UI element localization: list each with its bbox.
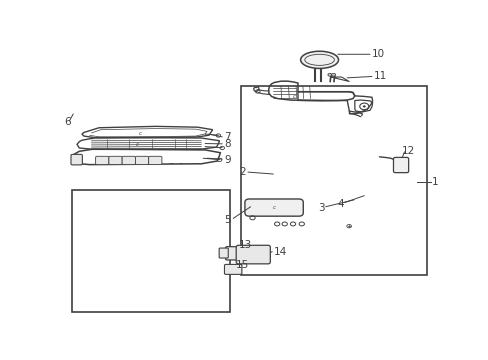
Text: c: c [272,205,275,210]
Text: 9: 9 [224,155,230,165]
Text: 15: 15 [236,260,249,270]
Circle shape [331,73,335,76]
FancyBboxPatch shape [225,247,248,260]
Text: 5: 5 [224,215,230,225]
FancyBboxPatch shape [122,156,135,165]
Text: 4: 4 [337,199,344,209]
FancyBboxPatch shape [219,248,228,258]
Text: 14: 14 [274,247,287,257]
FancyBboxPatch shape [224,264,242,274]
FancyBboxPatch shape [393,157,408,173]
Text: 13: 13 [238,240,251,250]
FancyBboxPatch shape [244,199,303,216]
Text: c: c [139,131,142,136]
Text: 12: 12 [401,146,415,156]
FancyBboxPatch shape [236,245,270,264]
Circle shape [362,105,365,108]
Text: c: c [135,141,138,147]
FancyBboxPatch shape [96,156,109,165]
FancyBboxPatch shape [135,156,148,165]
Text: c: c [142,155,146,160]
FancyBboxPatch shape [109,156,122,165]
Text: 3: 3 [317,203,324,213]
Text: 1: 1 [431,177,437,187]
Text: 7: 7 [224,132,230,143]
FancyBboxPatch shape [148,156,162,165]
Text: 11: 11 [373,72,386,81]
Text: 8: 8 [224,139,230,149]
Text: 10: 10 [371,49,384,59]
Text: c: c [292,94,295,99]
Circle shape [327,73,331,76]
Ellipse shape [300,51,338,68]
Text: 2: 2 [239,167,245,177]
Text: 6: 6 [64,117,71,127]
FancyBboxPatch shape [71,154,82,165]
